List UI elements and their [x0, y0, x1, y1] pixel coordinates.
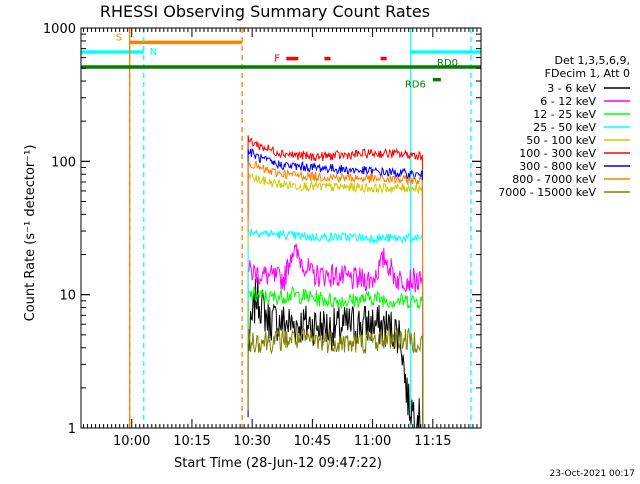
x-tick-label-5: 11:15: [414, 434, 451, 449]
y-tick-label-2: 100: [51, 155, 76, 170]
series-line-3: [247, 228, 424, 429]
chart-title: RHESSI Observing Summary Count Rates: [100, 2, 430, 21]
plot-area: S N RD0 RD6 F 1 10 100 1000 10:00 10:15 10:30 10:45 1…: [43, 22, 482, 449]
legend-label-3: 25 - 50 keV: [533, 121, 596, 134]
series-line-8: [247, 326, 424, 429]
series-line-4: [247, 172, 424, 429]
x-axis-label: Start Time (28-Jun-12 09:47:22): [174, 456, 382, 471]
series-line-7: [247, 160, 424, 429]
legend-label-2: 12 - 25 keV: [533, 108, 596, 121]
series-line-5: [247, 135, 424, 429]
y-axis-label: Count Rate (s⁻¹ detector⁻¹): [23, 145, 38, 322]
series-line-2: [247, 285, 424, 429]
legend: Det 1,3,5,6,9,FDecim 1, Att 0 3 - 6 keV6 …: [498, 54, 630, 199]
legend-header-0: Det 1,3,5,6,9,: [554, 54, 630, 67]
marker-label-RD6: RD6: [405, 80, 426, 91]
x-tick-label-4: 11:00: [354, 434, 391, 449]
legend-label-8: 7000 - 15000 keV: [498, 186, 596, 199]
x-tick-label-0: 10:00: [113, 434, 150, 449]
plot-frame: [80, 27, 482, 429]
legend-label-0: 3 - 6 keV: [547, 82, 596, 95]
y-tick-label-0: 1: [68, 422, 76, 437]
x-tick-label-2: 10:30: [233, 434, 270, 449]
x-tick-label-3: 10:45: [294, 434, 331, 449]
legend-label-6: 300 - 800 keV: [519, 160, 596, 173]
x-tick-label-1: 10:15: [173, 434, 210, 449]
legend-header-1: FDecim 1, Att 0: [545, 67, 630, 80]
marker-label-S: S: [116, 32, 122, 43]
y-tick-label-3: 1000: [43, 22, 76, 37]
legend-label-1: 6 - 12 keV: [540, 95, 596, 108]
series-line-6: [247, 148, 424, 429]
marker-label-RD0: RD0: [437, 58, 458, 69]
timestamp-footer: 23-Oct-2021 00:17: [550, 469, 635, 479]
legend-label-5: 100 - 300 keV: [519, 147, 596, 160]
y-tick-label-1: 10: [59, 289, 76, 304]
marker-label-F: F: [274, 54, 280, 65]
marker-label-N: N: [150, 47, 157, 58]
legend-label-4: 50 - 100 keV: [526, 134, 596, 147]
legend-label-7: 800 - 7000 keV: [512, 173, 596, 186]
series-line-1: [247, 243, 424, 429]
